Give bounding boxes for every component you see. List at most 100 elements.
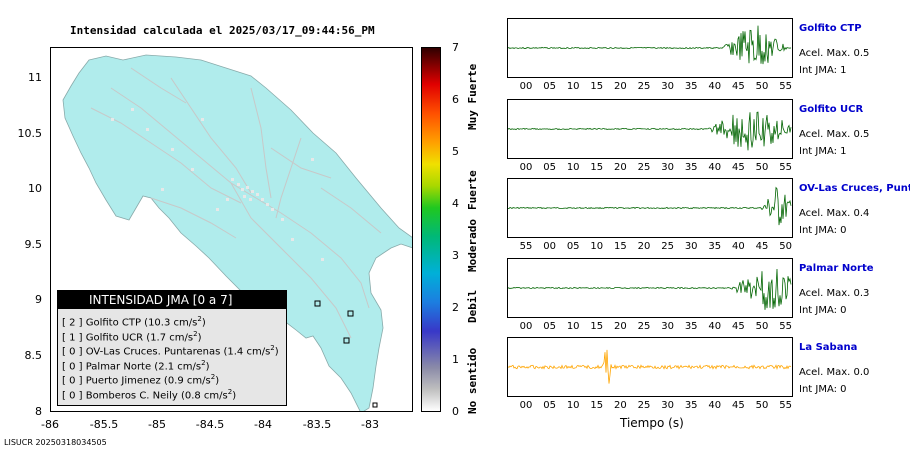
station-markers (314, 300, 378, 408)
time-tick: 10 (566, 400, 580, 411)
colorbar-tick: 1 (452, 353, 459, 366)
town-marker (261, 198, 264, 201)
time-tick: 20 (637, 241, 651, 252)
station-name[interactable]: OV-Las Cruces, Puntar (799, 183, 910, 194)
town-marker (161, 188, 164, 191)
time-tick: 35 (684, 321, 698, 332)
time-tick: 20 (614, 400, 627, 411)
colorbar-label: Fuerte (466, 170, 479, 210)
time-tick: 40 (708, 400, 722, 411)
waveform-line (508, 349, 792, 384)
time-tick: 05 (543, 400, 556, 411)
colorbar-tick: 5 (452, 145, 459, 158)
waveform-line (508, 268, 792, 310)
time-tick: 50 (755, 321, 769, 332)
waveform-time-ticks: 00 05 10 15 20 25 30 35 40 45 50 55 (507, 400, 793, 412)
town-marker (249, 198, 252, 201)
waveform-trace (508, 268, 792, 310)
legend-row: [ 0 ] Palmar Norte (2.1 cm/s2) (62, 358, 210, 372)
town-marker (311, 158, 314, 161)
colorbar-tick: 2 (452, 301, 459, 314)
town-marker (291, 238, 294, 241)
map-y-tick: 9.5 (24, 238, 43, 251)
station-jma-intensity: Int JMA: 1 (799, 146, 847, 157)
time-tick: 35 (684, 81, 698, 92)
waveform-time-ticks: 00 05 10 15 20 25 30 35 40 45 50 55 (507, 321, 793, 333)
map-x-tick: -83.5 (302, 418, 332, 431)
time-tick: 35 (708, 241, 722, 252)
town-markers (111, 108, 324, 261)
waveform-panel (507, 258, 793, 318)
time-tick: 30 (661, 81, 674, 92)
town-marker (131, 108, 134, 111)
station-name[interactable]: Palmar Norte (799, 263, 874, 274)
station-max-accel: Acel. Max. 0.5 (799, 48, 870, 59)
time-axis-label: Tiempo (s) (620, 416, 684, 430)
station-name[interactable]: Golfito UCR (799, 104, 864, 115)
map-x-tick: -84.5 (195, 418, 225, 431)
time-tick: 40 (708, 321, 722, 332)
time-tick: 55 (779, 400, 792, 411)
legend-row: [ 2 ] Golfito CTP (10.3 cm/s2) (62, 315, 206, 329)
waveform-time-ticks: 55 00 05 10 15 20 25 30 35 40 45 50 (507, 241, 793, 253)
waveform-line (508, 186, 792, 226)
waveform-trace (508, 349, 792, 384)
time-tick: 50 (755, 400, 769, 411)
time-tick: 00 (519, 162, 533, 173)
station-max-accel: Acel. Max. 0.3 (799, 288, 870, 299)
station-marker-puerto-jimenez (343, 337, 350, 344)
waveform-time-ticks: 00 05 10 15 20 25 30 35 40 45 50 55 (507, 162, 793, 174)
time-tick: 50 (755, 162, 769, 173)
costa-rica-landmass (62, 54, 412, 411)
time-tick: 05 (543, 162, 556, 173)
legend-row: [ 0 ] Puerto Jimenez (0.9 cm/s2) (62, 373, 220, 387)
time-tick: 50 (755, 81, 769, 92)
town-marker (171, 148, 174, 151)
station-name[interactable]: La Sabana (799, 342, 858, 353)
time-tick: 50 (779, 241, 792, 252)
time-tick: 40 (708, 162, 722, 173)
town-marker (246, 186, 249, 189)
town-marker (241, 188, 244, 191)
time-tick: 05 (543, 81, 556, 92)
station-jma-intensity: Int JMA: 0 (799, 225, 847, 236)
map-y-tick: 8 (35, 405, 42, 418)
station-marker-palmar (347, 310, 354, 317)
town-marker (321, 258, 324, 261)
map-y-tick: 11 (28, 71, 42, 84)
map-y-tick: 10 (28, 182, 42, 195)
colorbar-label: Debil (466, 289, 479, 323)
waveform-trace (508, 186, 792, 226)
waveform-line (508, 111, 792, 151)
station-jma-intensity: Int JMA: 1 (799, 65, 847, 76)
town-marker (216, 208, 219, 211)
station-name[interactable]: Golfito CTP (799, 23, 862, 34)
time-tick: 10 (590, 241, 604, 252)
station-jma-intensity: Int JMA: 0 (799, 384, 847, 395)
time-tick: 40 (732, 241, 745, 252)
time-tick: 00 (519, 321, 533, 332)
colorbar-tick: 4 (452, 197, 459, 210)
time-tick: 45 (732, 321, 745, 332)
town-marker (146, 128, 149, 131)
town-marker (251, 190, 254, 193)
waveform-time-ticks: 00 05 10 15 20 25 30 35 40 45 50 55 (507, 81, 793, 93)
time-tick: 00 (519, 81, 533, 92)
time-tick: 35 (684, 400, 698, 411)
town-marker (191, 168, 194, 171)
town-marker (271, 208, 274, 211)
time-tick: 55 (779, 162, 792, 173)
waveform-panel (507, 99, 793, 159)
costa-rica-map (62, 54, 412, 411)
time-tick: 25 (661, 241, 674, 252)
colorbar-tick: 0 (452, 405, 459, 418)
map-x-tick: -85.5 (89, 418, 119, 431)
waveform-panel (507, 337, 793, 397)
time-tick: 45 (732, 81, 745, 92)
colorbar-label: No sentido (466, 347, 479, 414)
map-x-tick: -86 (41, 418, 59, 431)
colorbar-tick: 7 (452, 41, 459, 54)
time-tick: 20 (614, 321, 627, 332)
waveform-trace (508, 111, 792, 151)
town-marker (226, 198, 229, 201)
